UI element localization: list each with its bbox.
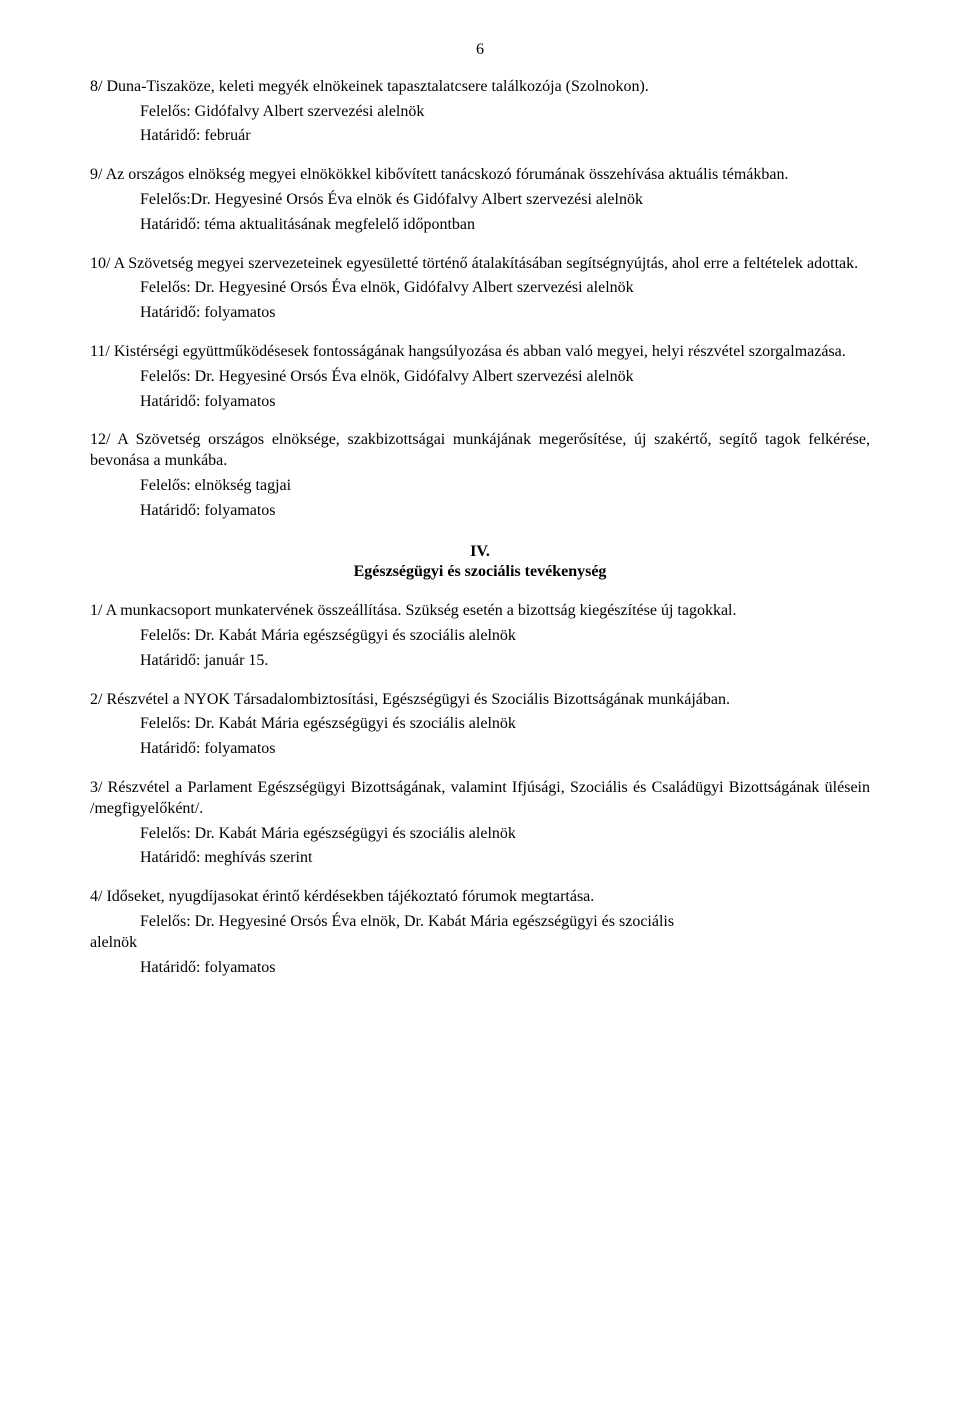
item-felelos: Felelős: Gidófalvy Albert szervezési ale… xyxy=(90,102,870,123)
item-hatarido: Határidő: meghívás szerint xyxy=(90,848,870,869)
item-felelos: Felelős: Dr. Hegyesiné Orsós Éva elnök, … xyxy=(90,367,870,388)
item-felelos: Felelős: elnökség tagjai xyxy=(90,476,870,497)
item-hatarido: Határidő: február xyxy=(90,126,870,147)
item-main: 1/ A munkacsoport munkatervének összeáll… xyxy=(90,601,870,622)
item2-4: 4/ Időseket, nyugdíjasokat érintő kérdés… xyxy=(90,887,870,978)
item2-2: 2/ Részvétel a NYOK Társadalombiztosítás… xyxy=(90,690,870,760)
item-felelos: Felelős:Dr. Hegyesiné Orsós Éva elnök és… xyxy=(90,190,870,211)
item2-3: 3/ Részvétel a Parlament Egészségügyi Bi… xyxy=(90,778,870,869)
page-container: 6 8/ Duna-Tiszaköze, keleti megyék elnök… xyxy=(0,0,960,1420)
section-title: Egészségügyi és szociális tevékenység xyxy=(90,562,870,583)
item-8: 8/ Duna-Tiszaköze, keleti megyék elnökei… xyxy=(90,77,870,147)
item-10: 10/ A Szövetség megyei szervezeteinek eg… xyxy=(90,254,870,324)
item-main: 3/ Részvétel a Parlament Egészségügyi Bi… xyxy=(90,778,870,820)
item-main: 12/ A Szövetség országos elnöksége, szak… xyxy=(90,430,870,472)
item-felelos: Felelős: Dr. Hegyesiné Orsós Éva elnök, … xyxy=(90,912,870,954)
item-hatarido: Határidő: folyamatos xyxy=(90,392,870,413)
item-hatarido: Határidő: január 15. xyxy=(90,651,870,672)
item-9: 9/ Az országos elnökség megyei elnökökke… xyxy=(90,165,870,235)
item-felelos-line1: Felelős: Dr. Hegyesiné Orsós Éva elnök, … xyxy=(90,912,870,933)
item-11: 11/ Kistérségi együttműködésesek fontoss… xyxy=(90,342,870,412)
page-number: 6 xyxy=(90,40,870,61)
item-felelos: Felelős: Dr. Kabát Mária egészségügyi és… xyxy=(90,626,870,647)
item-felelos: Felelős: Dr. Kabát Mária egészségügyi és… xyxy=(90,824,870,845)
item-hatarido: Határidő: folyamatos xyxy=(90,958,870,979)
item-felelos-line2: alelnök xyxy=(90,933,870,954)
item-12: 12/ A Szövetség országos elnöksége, szak… xyxy=(90,430,870,521)
item-main: 11/ Kistérségi együttműködésesek fontoss… xyxy=(90,342,870,363)
section-4-heading: IV. Egészségügyi és szociális tevékenysé… xyxy=(90,542,870,584)
section-roman: IV. xyxy=(90,542,870,563)
item-main: 8/ Duna-Tiszaköze, keleti megyék elnökei… xyxy=(90,77,870,98)
item-main: 10/ A Szövetség megyei szervezeteinek eg… xyxy=(90,254,870,275)
item-felelos: Felelős: Dr. Hegyesiné Orsós Éva elnök, … xyxy=(90,278,870,299)
item-hatarido: Határidő: folyamatos xyxy=(90,501,870,522)
item-felelos: Felelős: Dr. Kabát Mária egészségügyi és… xyxy=(90,714,870,735)
item-hatarido: Határidő: folyamatos xyxy=(90,739,870,760)
item-hatarido: Határidő: téma aktualitásának megfelelő … xyxy=(90,215,870,236)
item-main: 2/ Részvétel a NYOK Társadalombiztosítás… xyxy=(90,690,870,711)
item-main: 9/ Az országos elnökség megyei elnökökke… xyxy=(90,165,870,186)
item-main: 4/ Időseket, nyugdíjasokat érintő kérdés… xyxy=(90,887,870,908)
item-hatarido: Határidő: folyamatos xyxy=(90,303,870,324)
item2-1: 1/ A munkacsoport munkatervének összeáll… xyxy=(90,601,870,671)
